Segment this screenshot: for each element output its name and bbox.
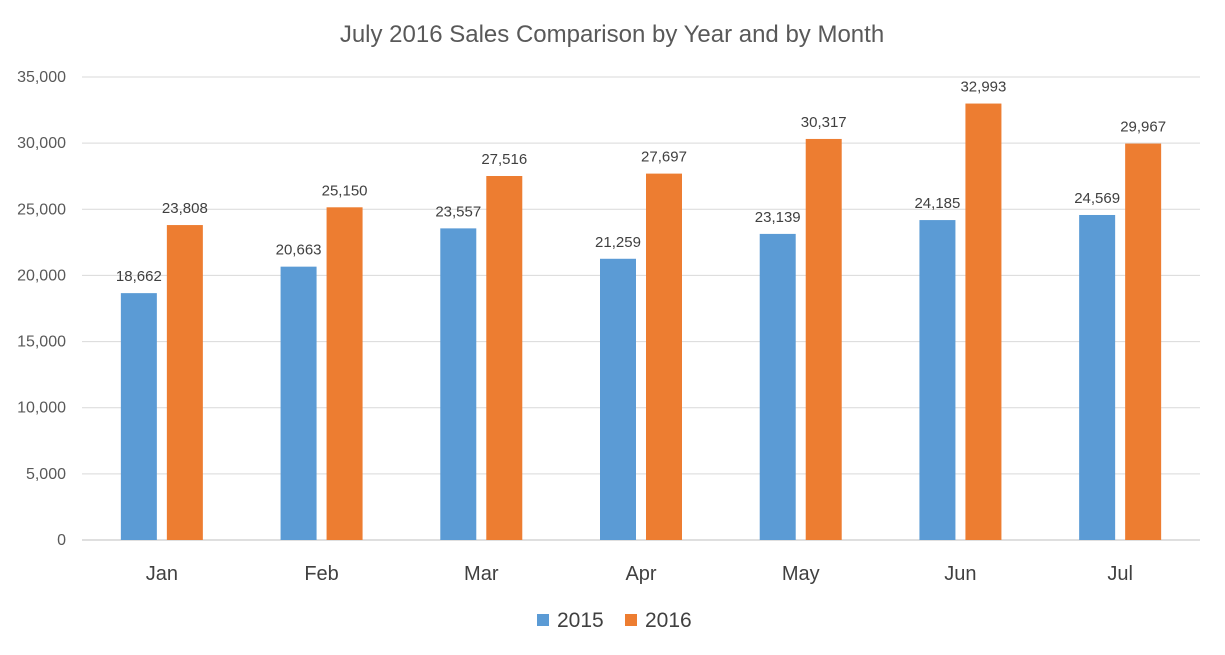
bar-2016-mar (486, 176, 523, 540)
y-tick-label: 5,000 (26, 466, 66, 483)
data-label: 27,516 (481, 151, 527, 168)
legend-swatch-2015 (537, 614, 549, 626)
bar-2015-mar (440, 228, 477, 540)
x-category-label: May (782, 563, 820, 585)
data-label: 27,697 (641, 149, 687, 166)
legend-label-2015: 2015 (557, 609, 604, 632)
bar-2016-jun (965, 103, 1002, 540)
gridlines (82, 76, 1200, 541)
x-category-label: Mar (464, 563, 499, 585)
x-category-label: Feb (304, 563, 338, 585)
data-label: 20,663 (276, 242, 322, 259)
bar-2016-jan (166, 225, 203, 540)
bar-2016-may (805, 138, 842, 540)
x-axis-categories: Jan Feb Mar Apr May Jun Jul (146, 563, 1133, 585)
legend: 2015 2016 (537, 609, 692, 632)
data-label: 23,139 (755, 209, 801, 226)
y-tick-label: 15,000 (17, 334, 66, 351)
bar-2016-feb (326, 207, 363, 540)
y-tick-label: 35,000 (17, 69, 66, 86)
x-category-label: Apr (625, 563, 656, 585)
chart-title: July 2016 Sales Comparison by Year and b… (340, 21, 884, 48)
data-label: 23,557 (435, 203, 481, 220)
data-label: 24,569 (1074, 190, 1120, 207)
bar-2015-may (759, 233, 796, 540)
data-label: 24,185 (914, 195, 960, 212)
bars (120, 103, 1162, 540)
data-label: 25,150 (322, 182, 368, 199)
bar-2015-jul (1079, 214, 1116, 540)
bar-2016-apr (646, 173, 682, 540)
y-tick-label: 20,000 (17, 267, 66, 284)
data-label: 18,662 (116, 268, 162, 285)
data-label: 21,259 (595, 234, 641, 251)
y-tick-label: 10,000 (17, 400, 66, 417)
x-category-label: Jan (146, 563, 178, 585)
y-tick-label: 0 (57, 532, 66, 549)
data-label: 23,808 (162, 200, 208, 217)
legend-label-2016: 2016 (645, 609, 692, 632)
bar-2015-jan (120, 293, 157, 540)
data-label: 29,967 (1120, 119, 1166, 136)
y-tick-label: 30,000 (17, 135, 66, 152)
bar-2015-jun (919, 220, 956, 540)
bar-2015-apr (600, 258, 636, 540)
data-label: 32,993 (960, 79, 1006, 96)
y-axis-ticks: 0 5,000 10,000 15,000 20,000 25,000 30,000 35,0… (17, 69, 66, 549)
y-tick-label: 25,000 (17, 201, 66, 218)
bar-2015-feb (280, 266, 317, 540)
x-category-label: Jun (944, 563, 976, 585)
legend-swatch-2016 (625, 614, 637, 626)
data-label: 30,317 (801, 114, 847, 131)
data-labels: 18,662 23,808 20,663 25,150 23,557 27,516 21,2… (116, 79, 1166, 286)
bar-2016-jul (1125, 143, 1162, 540)
x-category-label: Jul (1107, 563, 1133, 585)
